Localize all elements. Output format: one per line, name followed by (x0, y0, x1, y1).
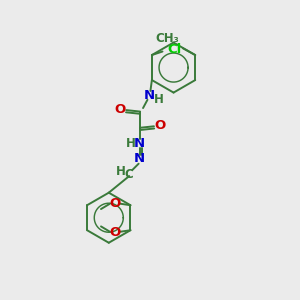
Text: N: N (143, 89, 155, 102)
Text: N: N (134, 137, 145, 150)
Text: CH₃: CH₃ (156, 32, 179, 45)
Text: N: N (134, 152, 145, 166)
Text: H: H (154, 93, 164, 106)
Text: C: C (124, 168, 133, 181)
Text: H: H (116, 165, 125, 178)
Text: O: O (154, 119, 166, 132)
Text: O: O (109, 196, 120, 210)
Text: H: H (126, 137, 136, 150)
Text: Cl: Cl (168, 43, 182, 56)
Text: O: O (109, 226, 120, 239)
Text: O: O (115, 103, 126, 116)
